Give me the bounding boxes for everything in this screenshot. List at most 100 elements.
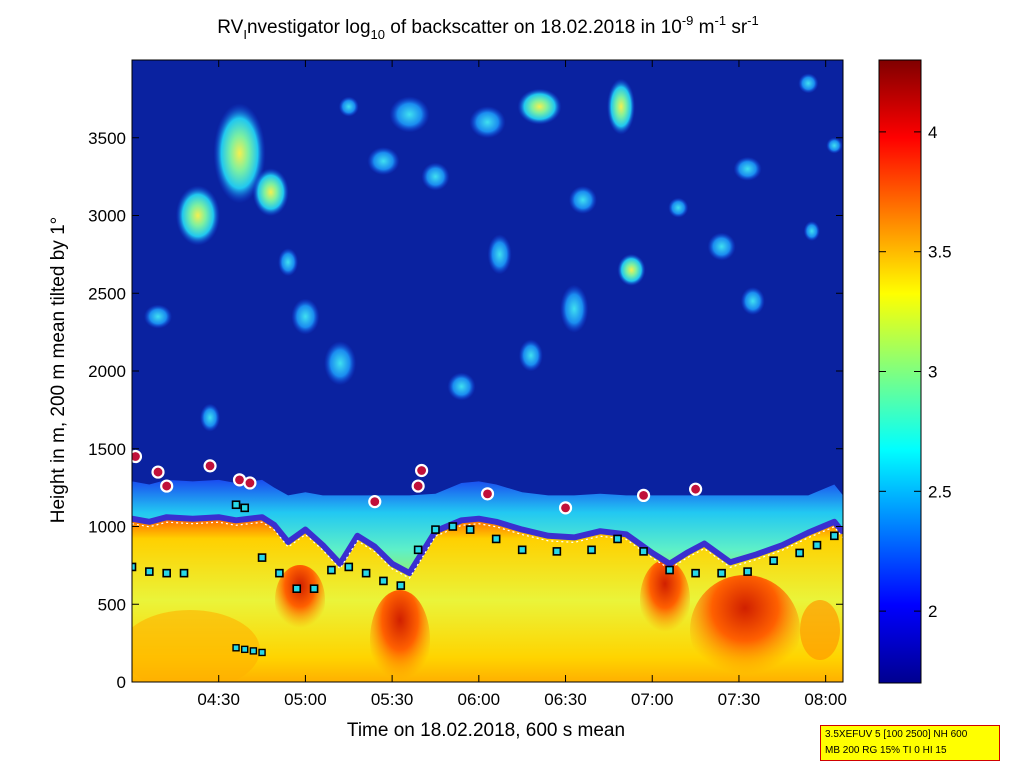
layer-marker — [257, 553, 267, 562]
x-tick-label: 05:30 — [371, 690, 414, 709]
layer-marker — [517, 545, 527, 555]
layer-marker — [396, 581, 406, 590]
low-layer-marker — [258, 648, 266, 657]
layer-marker — [639, 547, 648, 556]
purple-circle — [368, 495, 382, 509]
cloud-patch — [338, 96, 359, 117]
x-tick-label: 06:30 — [544, 690, 587, 709]
cloud-patches — [144, 73, 843, 432]
colorbar-tick-label: 3 — [928, 363, 937, 382]
cloud-patch — [607, 78, 636, 135]
colorbar-tick-label: 2.5 — [928, 482, 952, 501]
colorbar-tick-label: 3.5 — [928, 243, 952, 262]
layer-marker — [132, 562, 137, 572]
y-tick-label: 3500 — [88, 129, 126, 148]
y-axis-label: Height in m, 200 m mean tilted by 1° — [48, 217, 69, 523]
plot-area — [132, 60, 843, 682]
purple-circle — [160, 479, 174, 493]
low-layer-marker — [241, 645, 249, 654]
hot-region — [132, 610, 260, 682]
purple-circle-series — [132, 449, 703, 515]
purple-circle — [243, 476, 257, 490]
cloud-patch — [469, 106, 506, 139]
cloud-patch — [213, 103, 266, 204]
cloud-patch — [798, 73, 819, 94]
cloud-patch — [324, 341, 357, 386]
cloud-patch — [278, 248, 299, 277]
layer-marker — [162, 568, 171, 578]
cloud-patch — [144, 304, 173, 329]
hot-region — [690, 575, 800, 682]
cloud-top-band — [132, 479, 843, 574]
low-layer-marker-series — [232, 644, 266, 657]
purple-circle — [636, 488, 651, 502]
purple-circle — [411, 479, 425, 493]
x-axis: 04:30 05:00 05:30 06:00 06:30 07:00 07:30 08:00 — [197, 60, 847, 709]
cloud-patch — [517, 88, 562, 125]
layer-marker — [448, 522, 458, 531]
high-backscatter-regions — [132, 560, 840, 682]
y-tick-label: 2500 — [88, 284, 126, 303]
cloud-patch — [826, 137, 843, 154]
cloud-patch — [803, 221, 820, 242]
layer-marker — [344, 562, 354, 572]
layer-marker — [292, 584, 302, 594]
x-tick-label: 07:00 — [631, 690, 674, 709]
x-axis-label: Time on 18.02.2018, 600 s mean — [347, 720, 625, 741]
layer-marker — [665, 565, 674, 575]
cloud-patch — [487, 234, 512, 275]
cloud-patch — [447, 372, 476, 401]
colorbar-ticks: 2 2.5 3 3.5 4 — [879, 123, 952, 621]
y-tick-label: 1500 — [88, 440, 126, 459]
cloud-patch — [367, 147, 400, 176]
layer-marker — [552, 547, 562, 556]
cloud-patch — [518, 339, 543, 372]
aerosol-layer — [132, 519, 843, 682]
info-box: 3.5XEFUV 5 [100 2500] NH 600 MB 200 RG 1… — [820, 725, 1000, 761]
x-tick-label: 08:00 — [804, 690, 847, 709]
cloud-patch — [175, 185, 220, 246]
layer-marker — [231, 500, 241, 510]
hot-region — [800, 600, 840, 660]
cloud-patch — [740, 287, 765, 316]
layer-marker — [327, 565, 336, 575]
layer-marker — [275, 568, 284, 578]
layer-marker — [465, 525, 475, 534]
layer-marker — [240, 503, 250, 513]
layer-marker — [431, 525, 440, 534]
y-axis: 0 500 1000 1500 2000 2500 3000 3500 — [88, 129, 843, 692]
colorbar-tick-label: 2 — [928, 602, 937, 621]
layer-marker — [812, 540, 822, 550]
y-tick-label: 0 — [117, 673, 126, 692]
chart-title: RVInvestigator log10 of backscatter on 1… — [217, 13, 758, 42]
purple-circle — [151, 465, 165, 479]
hot-region — [275, 565, 325, 635]
layer-marker — [309, 584, 319, 594]
layer-marker — [691, 568, 700, 578]
layer-marker — [179, 568, 189, 578]
layer-marker — [361, 568, 371, 578]
info-box-line: MB 200 RG 15% TI 0 HI 15 — [825, 745, 947, 756]
low-layer-marker — [249, 647, 258, 655]
purple-circle — [415, 463, 429, 478]
cloud-base-profile — [132, 514, 843, 577]
layer-marker — [830, 531, 839, 541]
low-layer-marker — [232, 644, 240, 652]
cloud-patch — [560, 284, 589, 333]
cloud-patch — [707, 232, 736, 261]
layer-marker — [587, 545, 596, 555]
colorbar-tick-label: 4 — [928, 123, 937, 142]
layer-marker — [717, 568, 726, 578]
x-tick-label: 05:00 — [284, 690, 327, 709]
layer-marker — [379, 576, 388, 586]
cloud-patch — [733, 156, 762, 181]
purple-circle — [688, 482, 703, 496]
cloud-patch — [252, 168, 289, 217]
layer-marker-series — [132, 500, 839, 594]
purple-circle — [480, 487, 495, 501]
x-tick-label: 06:00 — [458, 690, 501, 709]
layer-marker — [413, 545, 423, 555]
cloud-patch — [200, 403, 221, 432]
x-tick-label: 07:30 — [718, 690, 761, 709]
